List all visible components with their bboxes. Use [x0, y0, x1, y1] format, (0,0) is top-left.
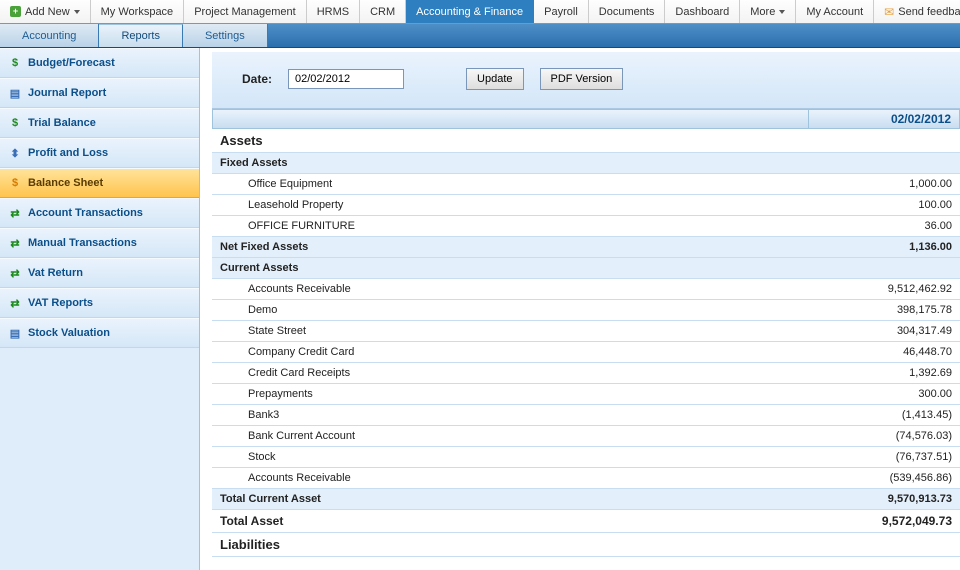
- line-label: Credit Card Receipts: [212, 363, 810, 384]
- subnav-tab-settings[interactable]: Settings: [183, 24, 268, 47]
- top-nav: Add New My WorkspaceProject ManagementHR…: [0, 0, 960, 24]
- sidebar-item-stock-valuation[interactable]: ▤ Stock Valuation: [0, 318, 199, 348]
- line-label: Stock: [212, 447, 810, 468]
- line-label: Bank3: [212, 405, 810, 426]
- sidebar-item-account-transactions[interactable]: ⇄ Account Transactions: [0, 198, 199, 228]
- topnav-item-project-management[interactable]: Project Management: [184, 0, 307, 23]
- sidebar-item-budget-forecast[interactable]: $ Budget/Forecast: [0, 48, 199, 78]
- line-value: 1,392.69: [810, 363, 960, 384]
- topnav-item-documents[interactable]: Documents: [589, 0, 666, 23]
- sidebar-item-trial-balance[interactable]: $ Trial Balance: [0, 108, 199, 138]
- subnav-tab-accounting[interactable]: Accounting: [0, 24, 99, 47]
- subtotal-value: 9,570,913.73: [810, 489, 960, 510]
- more-menu[interactable]: More: [740, 0, 796, 23]
- line-label: OFFICE FURNITURE: [212, 216, 810, 237]
- line-value: (539,456.86): [810, 468, 960, 489]
- line-label: Company Credit Card: [212, 342, 810, 363]
- subtotal-value: 1,136.00: [810, 237, 960, 258]
- sidebar-item-label: VAT Reports: [28, 297, 93, 309]
- sidebar-item-profit-and-loss[interactable]: ⬍ Profit and Loss: [0, 138, 199, 168]
- line-label: Prepayments: [212, 384, 810, 405]
- section-title: Liabilities: [212, 533, 960, 557]
- sidebar-item-journal-report[interactable]: ▤ Journal Report: [0, 78, 199, 108]
- line-value: 36.00: [810, 216, 960, 237]
- date-label: Date:: [242, 72, 272, 86]
- sidebar-item-label: Account Transactions: [28, 207, 143, 219]
- line-label: Accounts Receivable: [212, 279, 810, 300]
- dollar-icon: $: [8, 116, 22, 130]
- report-date: 02/02/2012: [809, 110, 959, 128]
- chart-icon: ⬍: [8, 146, 22, 160]
- sub-nav: AccountingReportsSettings: [0, 24, 960, 48]
- topnav-item-crm[interactable]: CRM: [360, 0, 406, 23]
- update-button[interactable]: Update: [466, 68, 523, 90]
- dollar-icon: $: [8, 176, 22, 190]
- topnav-item-my-workspace[interactable]: My Workspace: [91, 0, 185, 23]
- sidebar-item-manual-transactions[interactable]: ⇄ Manual Transactions: [0, 228, 199, 258]
- sidebar-item-label: Budget/Forecast: [28, 57, 115, 69]
- line-value: (1,413.45): [810, 405, 960, 426]
- transfer-icon: ⇄: [8, 296, 22, 310]
- section-title: Assets: [212, 129, 960, 153]
- line-value: (74,576.03): [810, 426, 960, 447]
- line-value: 300.00: [810, 384, 960, 405]
- sidebar: $ Budget/Forecast ▤ Journal Report $ Trial Ba…: [0, 48, 200, 570]
- line-value: 1,000.00: [810, 174, 960, 195]
- line-value: (76,737.51): [810, 447, 960, 468]
- subtotal-label: Net Fixed Assets: [212, 237, 810, 258]
- document-icon: ▤: [8, 326, 22, 340]
- line-label: Demo: [212, 300, 810, 321]
- subtotal-label: Total Current Asset: [212, 489, 810, 510]
- dollar-icon: $: [8, 56, 22, 70]
- line-value: 100.00: [810, 195, 960, 216]
- report-toolbar: Date: Update PDF Version: [212, 52, 960, 109]
- line-label: Bank Current Account: [212, 426, 810, 447]
- content-area: Date: Update PDF Version 02/02/2012 Asse…: [200, 48, 960, 570]
- add-new-menu[interactable]: Add New: [0, 0, 91, 23]
- date-input[interactable]: [288, 69, 404, 89]
- sidebar-item-vat-reports[interactable]: ⇄ VAT Reports: [0, 288, 199, 318]
- document-icon: ▤: [8, 86, 22, 100]
- send-feedback-link[interactable]: Send feedba: [874, 0, 960, 23]
- topnav-item-dashboard[interactable]: Dashboard: [665, 0, 740, 23]
- transfer-icon: ⇄: [8, 236, 22, 250]
- sidebar-item-label: Stock Valuation: [28, 327, 110, 339]
- total-label: Total Asset: [212, 510, 810, 533]
- line-label: Accounts Receivable: [212, 468, 810, 489]
- topnav-item-payroll[interactable]: Payroll: [534, 0, 589, 23]
- topnav-item-accounting-finance[interactable]: Accounting & Finance: [406, 0, 534, 23]
- line-value: 398,175.78: [810, 300, 960, 321]
- topnav-item-hrms[interactable]: HRMS: [307, 0, 360, 23]
- line-value: 46,448.70: [810, 342, 960, 363]
- line-value: 304,317.49: [810, 321, 960, 342]
- transfer-icon: ⇄: [8, 266, 22, 280]
- subsection-title: Fixed Assets: [212, 153, 960, 174]
- line-label: State Street: [212, 321, 810, 342]
- line-value: 9,512,462.92: [810, 279, 960, 300]
- sidebar-item-label: Profit and Loss: [28, 147, 108, 159]
- sidebar-item-label: Trial Balance: [28, 117, 96, 129]
- report-date-header: 02/02/2012: [212, 109, 960, 129]
- subsection-title: Current Assets: [212, 258, 960, 279]
- pdf-version-button[interactable]: PDF Version: [540, 68, 624, 90]
- line-label: Office Equipment: [212, 174, 810, 195]
- sidebar-item-balance-sheet[interactable]: $ Balance Sheet: [0, 168, 199, 198]
- sidebar-item-vat-return[interactable]: ⇄ Vat Return: [0, 258, 199, 288]
- sidebar-item-label: Vat Return: [28, 267, 83, 279]
- sidebar-item-label: Balance Sheet: [28, 177, 103, 189]
- line-label: Leasehold Property: [212, 195, 810, 216]
- transfer-icon: ⇄: [8, 206, 22, 220]
- sidebar-item-label: Journal Report: [28, 87, 106, 99]
- total-value: 9,572,049.73: [810, 510, 960, 533]
- balance-sheet-table: AssetsFixed AssetsOffice Equipment1,000.…: [212, 129, 960, 557]
- sidebar-item-label: Manual Transactions: [28, 237, 137, 249]
- subnav-tab-reports[interactable]: Reports: [99, 24, 183, 47]
- my-account-link[interactable]: My Account: [796, 0, 874, 23]
